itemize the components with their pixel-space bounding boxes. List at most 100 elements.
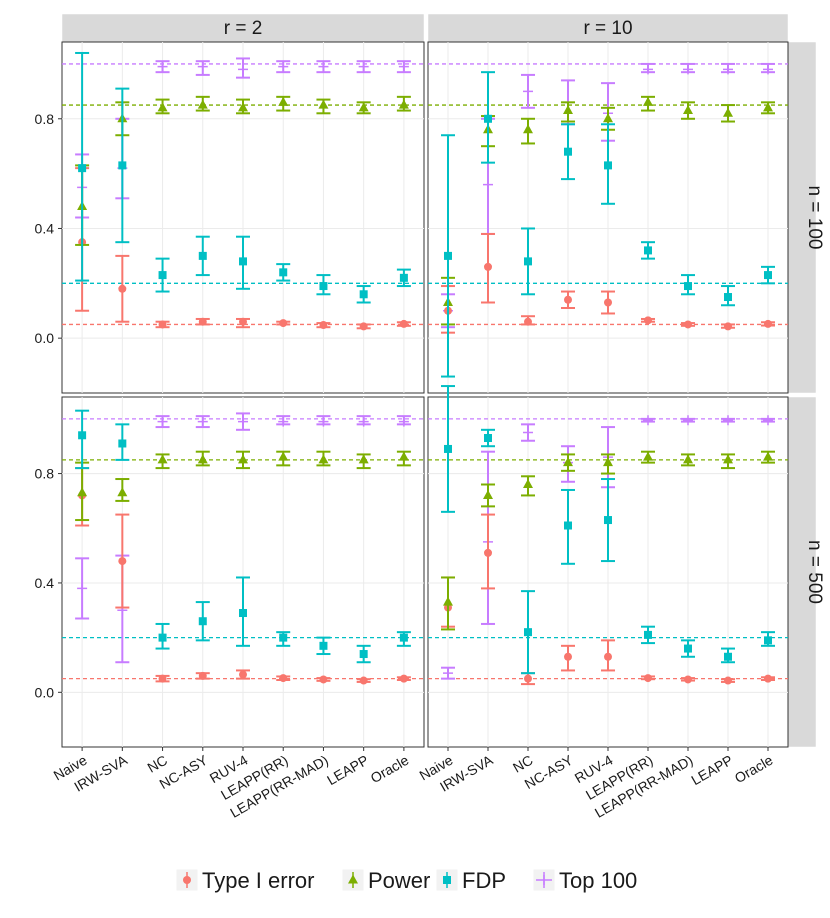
- legend-entry: FDP: [435, 868, 506, 893]
- data-point: [484, 548, 492, 557]
- y-tick-label: 0.8: [35, 111, 55, 127]
- data-point: [358, 102, 369, 112]
- data-point: [118, 557, 127, 566]
- data-point: [279, 674, 288, 683]
- data-point: [443, 668, 453, 679]
- data-point: [198, 251, 207, 260]
- legend-key-symbol: [183, 876, 191, 884]
- data-point: [197, 454, 208, 464]
- data-point: [198, 671, 207, 680]
- data-point: [763, 102, 773, 112]
- data-point: [564, 295, 572, 304]
- data-point: [563, 105, 573, 115]
- data-point: [483, 489, 493, 499]
- y-tick-label: 0.4: [35, 220, 55, 236]
- data-point: [278, 96, 289, 106]
- legend-label: FDP: [462, 868, 506, 893]
- data-point: [319, 641, 328, 650]
- data-point: [399, 633, 408, 642]
- data-point: [117, 487, 128, 497]
- data-point: [444, 251, 452, 260]
- data-point: [158, 633, 167, 642]
- legend-entry: Type I error: [175, 868, 314, 893]
- data-point: [319, 675, 328, 684]
- data-point: [358, 454, 369, 464]
- data-point: [723, 415, 733, 426]
- data-point: [399, 319, 408, 328]
- legend-key-symbol: [348, 874, 358, 884]
- data-point: [684, 282, 692, 291]
- data-point: [523, 427, 533, 438]
- data-point: [723, 64, 733, 75]
- data-point: [724, 322, 732, 331]
- data-point: [604, 161, 612, 170]
- data-point: [684, 644, 692, 653]
- data-point: [523, 124, 533, 134]
- data-point: [604, 516, 612, 525]
- data-point: [683, 454, 693, 464]
- data-point: [158, 674, 167, 683]
- legend-entry: Power: [341, 868, 430, 893]
- data-point: [239, 317, 247, 326]
- data-point: [239, 257, 247, 266]
- data-point: [319, 320, 328, 329]
- data-point: [644, 674, 652, 683]
- facet-panel: [427, 41, 789, 394]
- data-point: [523, 86, 533, 97]
- data-point: [157, 454, 168, 464]
- data-point: [723, 454, 733, 464]
- data-point: [239, 670, 247, 679]
- data-point: [563, 457, 573, 467]
- data-point: [278, 61, 289, 72]
- data-point: [564, 147, 572, 156]
- data-point: [197, 61, 208, 72]
- data-point: [318, 454, 329, 464]
- data-point: [683, 105, 693, 115]
- data-point: [644, 316, 652, 325]
- x-tick-label: Oracle: [368, 752, 412, 787]
- x-tick-label: LEAPP: [324, 752, 371, 788]
- data-point: [238, 454, 248, 464]
- facet-label-row: n = 500: [804, 540, 825, 604]
- data-point: [683, 64, 693, 75]
- data-point: [399, 273, 408, 282]
- data-point: [643, 451, 653, 461]
- data-point: [278, 416, 289, 427]
- y-tick-label: 0.0: [35, 684, 55, 700]
- data-point: [278, 451, 289, 461]
- data-point: [524, 628, 532, 637]
- data-point: [319, 282, 328, 291]
- data-point: [398, 61, 409, 72]
- data-point: [724, 676, 732, 685]
- facet-strip-column: [427, 13, 789, 43]
- data-point: [77, 583, 88, 594]
- data-point: [484, 114, 492, 123]
- data-point: [118, 284, 127, 293]
- facet-strip-row: [787, 41, 817, 394]
- data-point: [118, 439, 127, 448]
- data-point: [483, 179, 493, 190]
- data-point: [524, 257, 532, 266]
- data-point: [358, 416, 369, 427]
- facet-strip-column: [61, 13, 425, 43]
- data-point: [723, 107, 733, 117]
- data-point: [77, 487, 88, 497]
- legend-label: Power: [368, 868, 430, 893]
- facet-strip-row: [787, 396, 817, 748]
- data-point: [399, 674, 408, 683]
- facet-panel: [61, 41, 425, 394]
- data-point: [524, 674, 532, 683]
- legend-entry: Top 100: [532, 868, 637, 893]
- y-tick-label: 0.8: [35, 466, 55, 482]
- data-point: [643, 96, 653, 106]
- facet-label-column: r = 2: [224, 18, 263, 39]
- data-point: [359, 290, 368, 299]
- data-point: [239, 609, 247, 618]
- legend-key-symbol: [443, 876, 451, 884]
- data-point: [358, 61, 369, 72]
- data-point: [763, 415, 773, 426]
- data-point: [279, 268, 288, 277]
- data-point: [443, 596, 453, 606]
